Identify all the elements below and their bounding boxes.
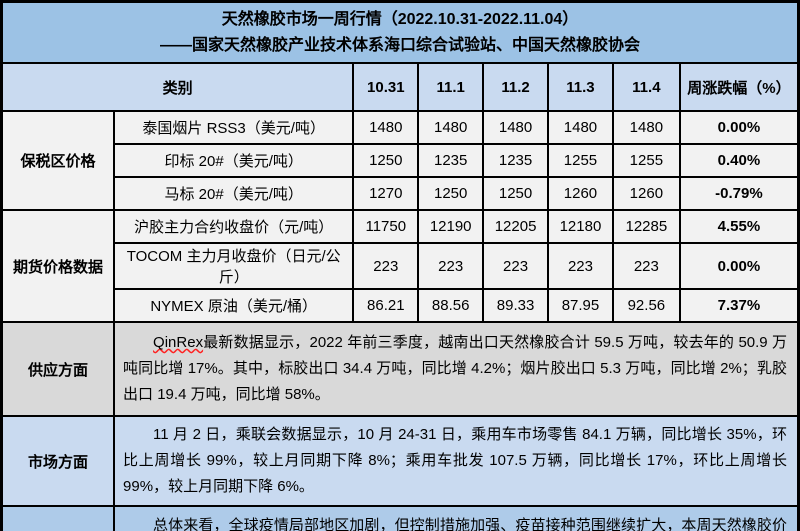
header-date-1: 10.31 — [352, 62, 420, 112]
cell-value: 1260 — [547, 176, 614, 211]
cell-value: 1255 — [547, 143, 614, 178]
cell-value: 87.95 — [547, 288, 614, 323]
table-row-rss3: 保税区价格 泰国烟片 RSS3（美元/吨） 1480 1480 1480 148… — [0, 110, 800, 211]
header-date-2: 11.1 — [417, 62, 485, 112]
cell-weekly-change: 0.00% — [678, 110, 800, 145]
header-date-4: 11.3 — [547, 62, 614, 112]
cell-value: 1250 — [417, 176, 485, 211]
report-title-line2: ——国家天然橡胶产业技术体系海口综合试验站、中国天然橡胶协会 — [159, 36, 640, 54]
cell-value: 1250 — [482, 176, 550, 211]
title-cell: 天然橡胶市场一周行情（2022.10.31-2022.11.04） ——国家天然… — [0, 0, 800, 64]
cell-value: 223 — [611, 242, 681, 290]
header-date-3: 11.2 — [482, 62, 550, 112]
note-text-remark: 总体来看，全球疫情局部地区加剧，但控制措施加强、疫苗接种范围继续扩大，本周天然橡… — [113, 505, 800, 531]
cell-value: 1480 — [352, 110, 420, 145]
note-label-market: 市场方面 — [0, 415, 116, 507]
cell-weekly-change: 7.37% — [678, 288, 800, 323]
remark-paragraph: 总体来看，全球疫情局部地区加剧，但控制措施加强、疫苗接种范围继续扩大，本周天然橡… — [153, 517, 787, 531]
cell-value: 88.56 — [417, 288, 485, 323]
table-row-nymex: NYMEX 原油（美元/桶） 86.21 88.56 89.33 87.95 9… — [2, 288, 800, 323]
cell-weekly-change: 4.55% — [678, 209, 800, 244]
cell-value: 1480 — [482, 110, 550, 145]
cell-value: 12180 — [547, 209, 614, 244]
cell-value: 1260 — [611, 176, 681, 211]
cell-weekly-change: -0.79% — [678, 176, 800, 211]
market-paragraph: 11 月 2 日，乘联会数据显示，10 月 24-31 日，乘用车市场零售 84… — [123, 426, 787, 495]
cell-value: 12190 — [417, 209, 485, 244]
header-category: 类别 — [0, 62, 355, 112]
cell-value: 92.56 — [611, 288, 681, 323]
cell-value: 1480 — [611, 110, 681, 145]
table-row-sir20: 印标 20#（美元/吨） 1250 1235 1235 1255 1255 0.… — [2, 143, 800, 178]
item-name: 印标 20#（美元/吨） — [113, 143, 355, 178]
cell-value: 1480 — [547, 110, 614, 145]
header-date-5: 11.4 — [611, 62, 681, 112]
supply-row: 供应方面 QinRex最新数据显示，2022 年前三季度，越南出口天然橡胶合计 … — [0, 321, 800, 417]
cell-weekly-change: 0.00% — [678, 242, 800, 290]
section-label-bonded-zone: 保税区价格 — [0, 110, 116, 211]
cell-value: 11750 — [352, 209, 420, 244]
cell-value: 86.21 — [352, 288, 420, 323]
cell-value: 12205 — [482, 209, 550, 244]
cell-value: 12285 — [611, 209, 681, 244]
item-name: 泰国烟片 RSS3（美元/吨） — [113, 110, 355, 145]
supply-paragraph: QinRex最新数据显示，2022 年前三季度，越南出口天然橡胶合计 59.5 … — [123, 330, 787, 408]
cell-value: 1270 — [352, 176, 420, 211]
cell-value: 1255 — [611, 143, 681, 178]
cell-value: 1235 — [417, 143, 485, 178]
item-name: 马标 20#（美元/吨） — [113, 176, 355, 211]
note-text-market: 11 月 2 日，乘联会数据显示，10 月 24-31 日，乘用车市场零售 84… — [113, 415, 800, 507]
report-title-line1: 天然橡胶市场一周行情（2022.10.31-2022.11.04） — [221, 10, 579, 28]
header-weekly-change: 周涨跌幅（%） — [678, 62, 800, 112]
market-row: 市场方面 11 月 2 日，乘联会数据显示，10 月 24-31 日，乘用车市场… — [0, 415, 800, 507]
cell-value: 223 — [482, 242, 550, 290]
note-label-remark: 备注 — [0, 505, 116, 531]
cell-value: 1480 — [417, 110, 485, 145]
cell-value: 1235 — [482, 143, 550, 178]
cell-value: 223 — [352, 242, 420, 290]
table-header-row: 类别 10.31 11.1 11.2 11.3 11.4 周涨跌幅（%） — [0, 62, 800, 112]
supply-paragraph-text: 最新数据显示，2022 年前三季度，越南出口天然橡胶合计 59.5 万吨，较去年… — [123, 334, 787, 403]
cell-value: 223 — [417, 242, 485, 290]
note-text-supply: QinRex最新数据显示，2022 年前三季度，越南出口天然橡胶合计 59.5 … — [113, 321, 800, 417]
qinrex-misspelled-word: QinRex — [153, 334, 204, 351]
cell-value: 223 — [547, 242, 614, 290]
table-row-shfe: 期货价格数据 沪胶主力合约收盘价（元/吨） 11750 12190 12205 … — [0, 209, 800, 323]
table-row-tocom: TOCOM 主力月收盘价（日元/公斤） 223 223 223 223 223 … — [2, 242, 800, 290]
item-name: NYMEX 原油（美元/桶） — [113, 288, 355, 323]
remark-row: 备注 总体来看，全球疫情局部地区加剧，但控制措施加强、疫苗接种范围继续扩大，本周… — [0, 505, 800, 531]
title-row: 天然橡胶市场一周行情（2022.10.31-2022.11.04） ——国家天然… — [0, 0, 800, 64]
item-name: TOCOM 主力月收盘价（日元/公斤） — [113, 242, 355, 290]
section-label-futures: 期货价格数据 — [0, 209, 116, 323]
item-name: 沪胶主力合约收盘价（元/吨） — [113, 209, 355, 244]
note-label-supply: 供应方面 — [0, 321, 116, 417]
cell-value: 89.33 — [482, 288, 550, 323]
table-row-smr20: 马标 20#（美元/吨） 1270 1250 1250 1260 1260 -0… — [2, 176, 800, 211]
cell-value: 1250 — [352, 143, 420, 178]
cell-weekly-change: 0.40% — [678, 143, 800, 178]
